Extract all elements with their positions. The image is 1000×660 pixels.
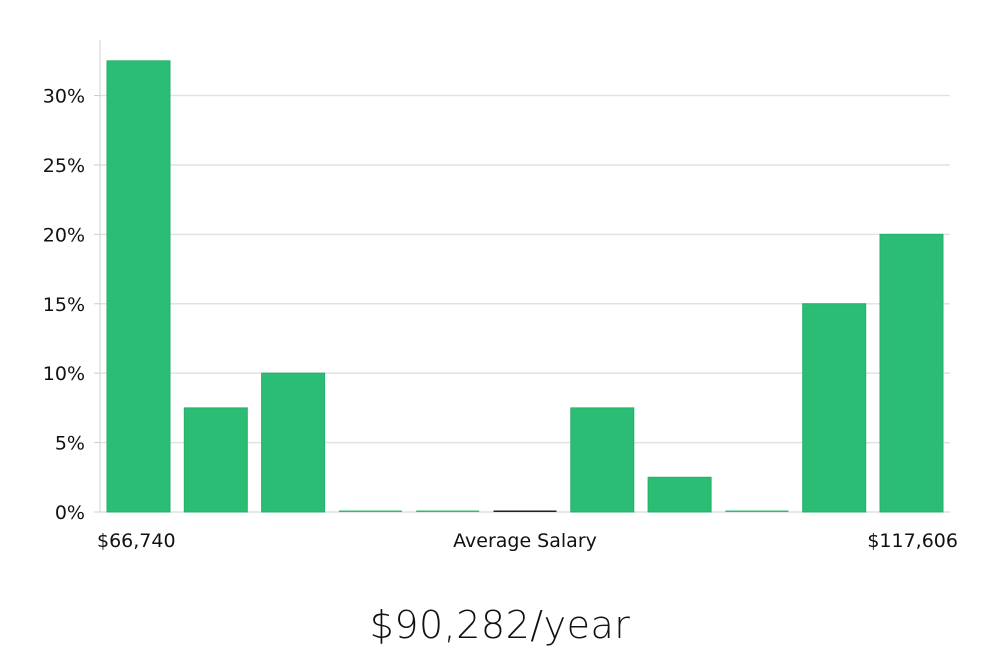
bar xyxy=(879,233,944,513)
average-salary-value: $90,282/year xyxy=(369,603,631,647)
bar xyxy=(647,476,712,513)
bar xyxy=(802,303,867,513)
bar xyxy=(493,510,557,512)
x-axis-title: Average Salary xyxy=(453,530,597,552)
y-tick-label: 20% xyxy=(43,224,85,246)
y-tick-label: 0% xyxy=(55,502,85,524)
salary-histogram: 0% 5% 10% 15% 20% 25% 30% $66,740 Average Sala… xyxy=(43,40,958,552)
y-tick-label: 25% xyxy=(43,155,85,177)
bars xyxy=(106,60,944,513)
y-tick-label: 5% xyxy=(55,433,85,455)
bar xyxy=(416,510,480,512)
x-axis-labels: $66,740 Average Salary $117,606 xyxy=(97,530,958,552)
bar xyxy=(570,407,635,513)
bar xyxy=(106,60,171,513)
bar xyxy=(338,510,402,512)
y-tick-label: 30% xyxy=(43,86,85,108)
y-tick-label: 15% xyxy=(43,294,85,316)
x-min-label: $66,740 xyxy=(97,530,176,552)
bar xyxy=(261,372,326,513)
bar xyxy=(183,407,248,513)
bar xyxy=(725,510,789,512)
x-max-label: $117,606 xyxy=(867,530,958,552)
y-tick-label: 10% xyxy=(43,363,85,385)
